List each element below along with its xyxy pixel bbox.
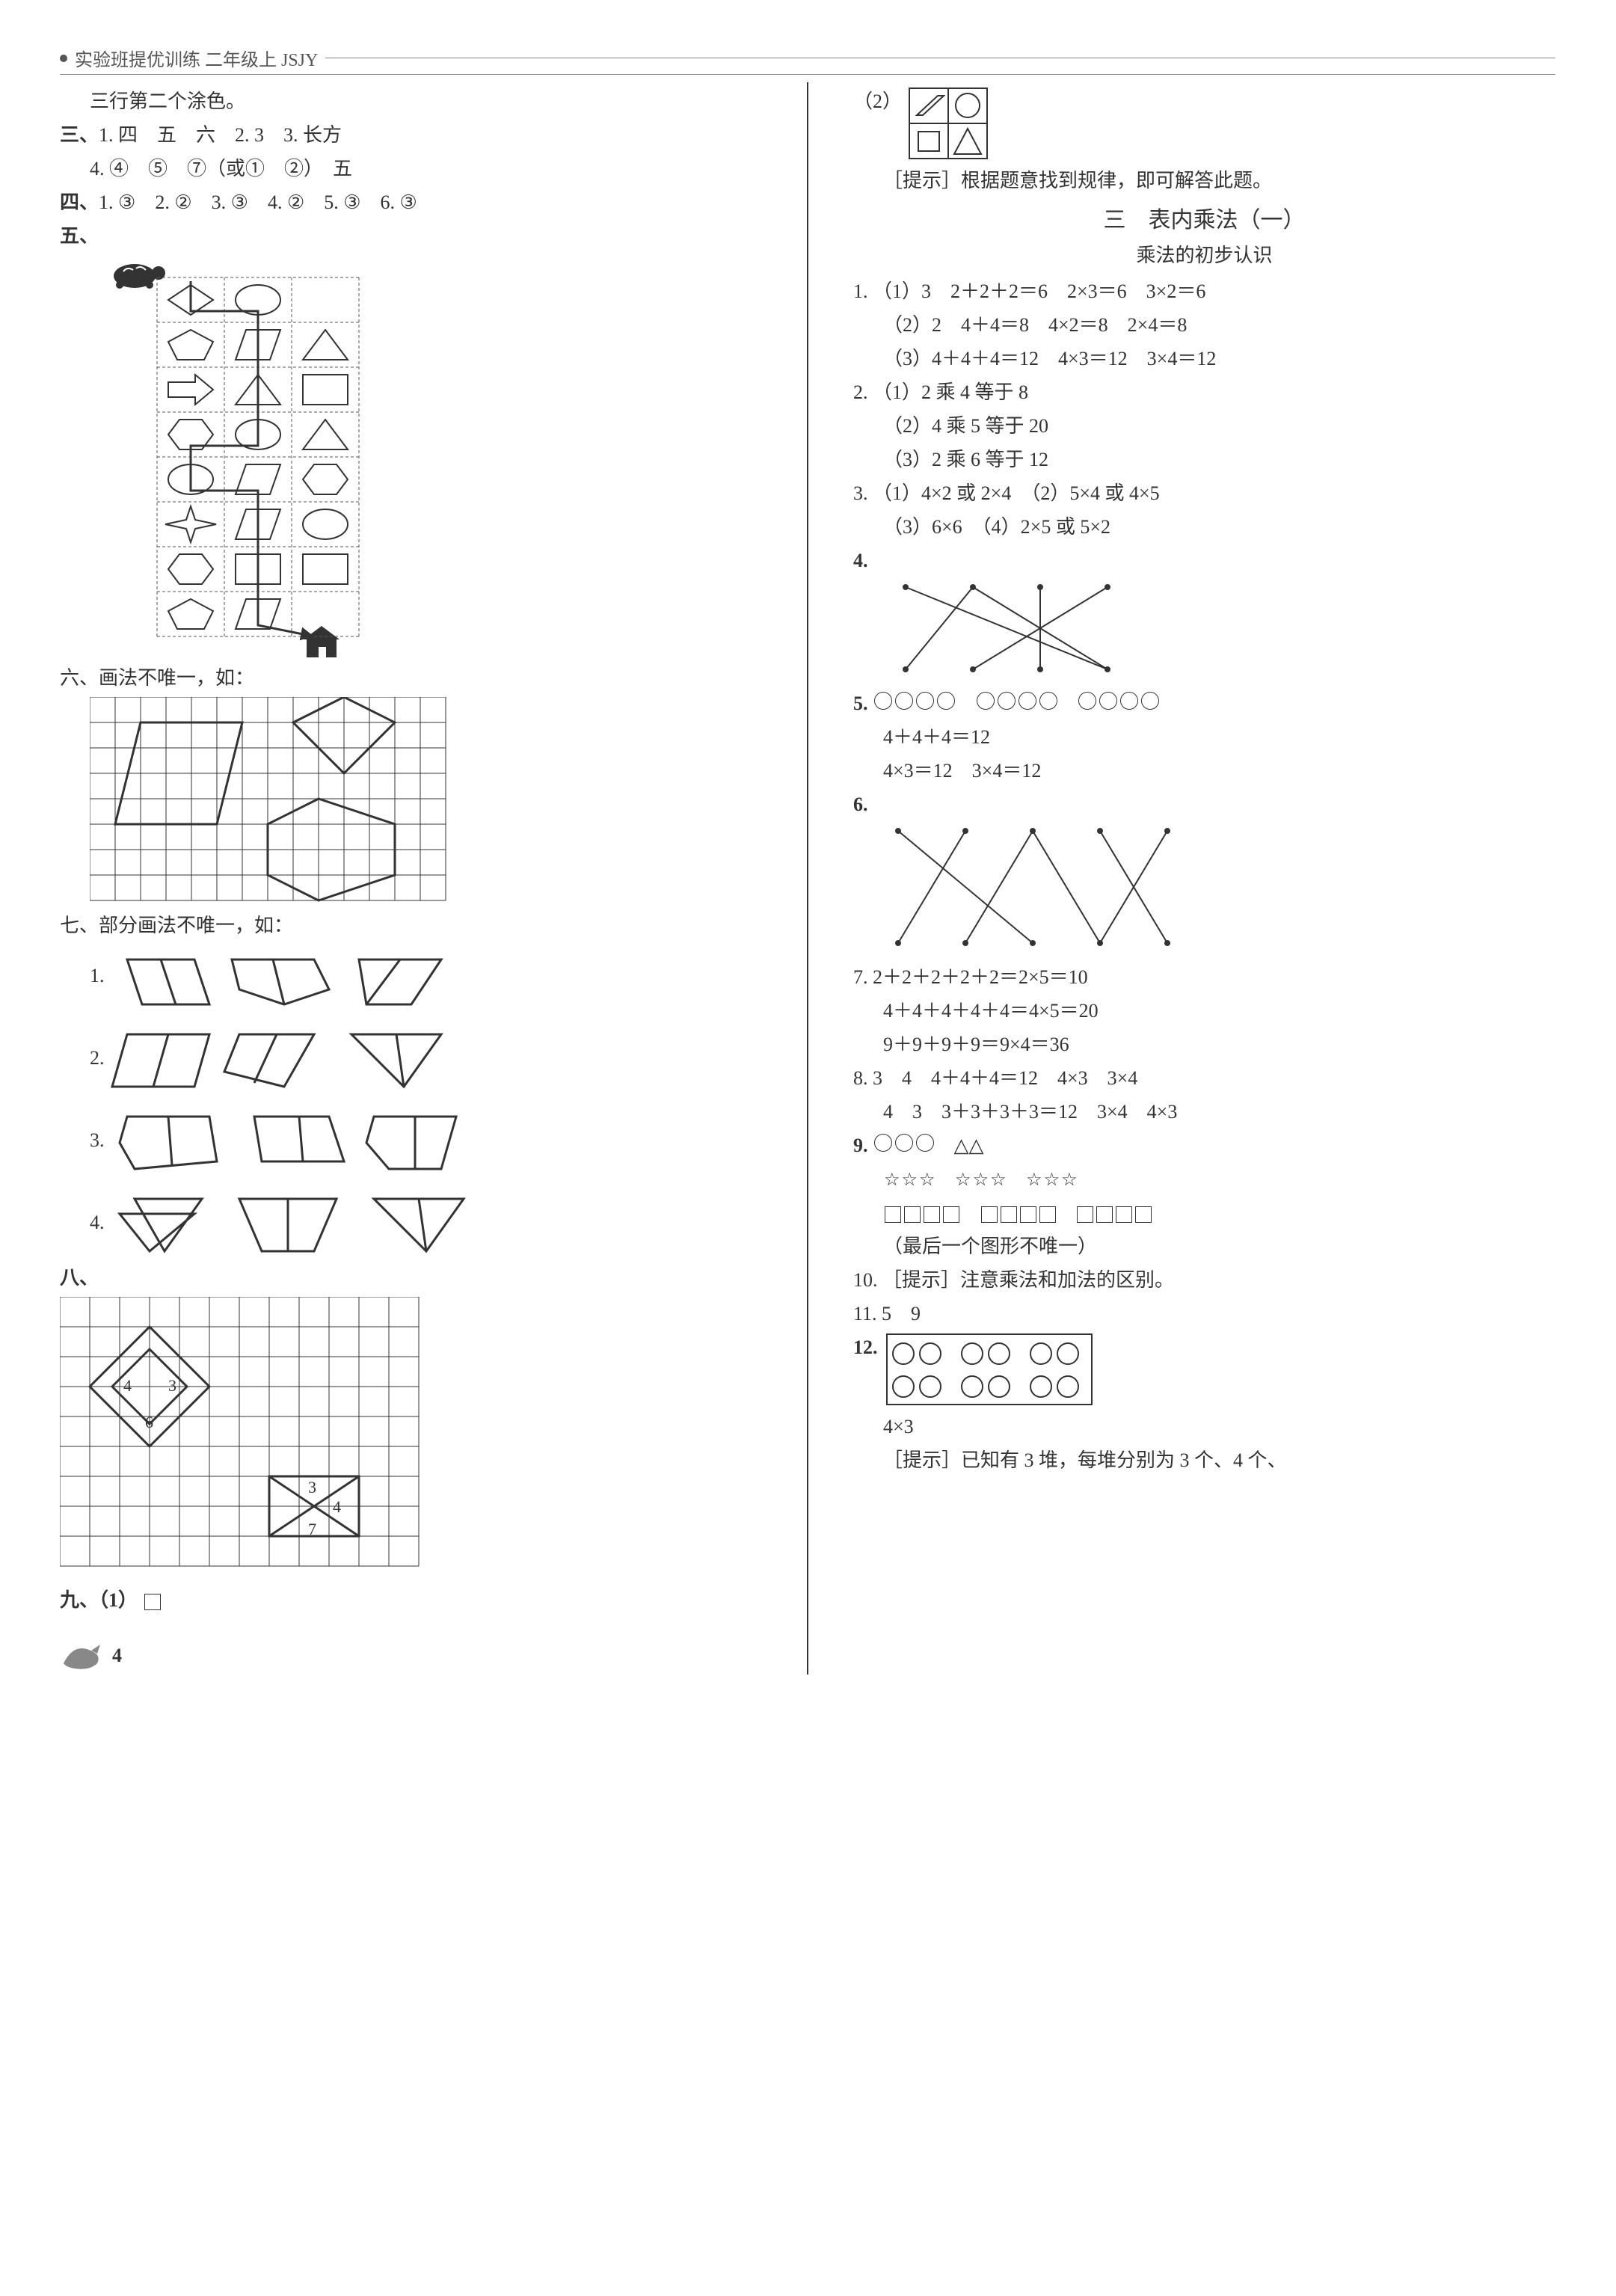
text: （3）4＋4＋4＝12 4×3＝12 3×4＝12 xyxy=(853,344,1555,373)
text: 1. ③ 2. ② 3. ③ 4. ② 5. ③ 6. ③ xyxy=(99,191,417,213)
text: 11. 5 9 xyxy=(853,1299,1555,1328)
text: （3）6×6 （4）2×5 或 5×2 xyxy=(853,512,1555,541)
page-number: 4 xyxy=(112,1645,122,1667)
bullet-icon xyxy=(60,55,67,62)
section-jiu: 九、（1） xyxy=(60,1589,138,1611)
text: 4＋4＋4＋4＋4＝4×5＝20 xyxy=(853,996,1555,1025)
dolphin-icon xyxy=(60,1637,105,1675)
text: 8. 3 4 4＋4＋4＝12 4×3 3×4 xyxy=(853,1063,1555,1093)
text: （最后一个图形不唯一） xyxy=(853,1232,1555,1261)
svg-text:2.: 2. xyxy=(90,1047,105,1069)
svg-text:1.: 1. xyxy=(90,965,105,986)
figure-2x2-shapes xyxy=(908,87,990,162)
figure-six-grid xyxy=(60,697,762,906)
svg-text:7: 7 xyxy=(308,1520,316,1538)
page-header: 实验班提优训练 二年级上 JSJY xyxy=(75,45,318,71)
label-9: 9. xyxy=(853,1135,868,1156)
text: 10. ［提示］注意乘法和加法的区别。 xyxy=(853,1265,1555,1295)
circle-group xyxy=(975,689,1059,718)
hint-text: ［提示］根据题意找到规律，即可解答此题。 xyxy=(853,166,1555,195)
figure-seven-shapes: 1. 2. 3. 4. xyxy=(60,945,762,1259)
text: 4×3 xyxy=(853,1412,1555,1441)
label-5: 5. xyxy=(853,693,868,714)
text: 9＋9＋9＋9＝9×4＝36 xyxy=(853,1030,1555,1059)
square-row xyxy=(853,1198,1555,1227)
text: （2）4 乘 5 等于 20 xyxy=(853,411,1555,441)
figure-12-circles xyxy=(885,1333,1095,1408)
text: 2. （1）2 乘 4 等于 8 xyxy=(853,378,1555,407)
section-liu: 六、画法不唯一，如： xyxy=(60,663,762,693)
text: 4＋4＋4＝12 xyxy=(853,722,1555,752)
figure-6-matching xyxy=(853,823,1555,958)
svg-text:3: 3 xyxy=(308,1478,316,1497)
column-divider xyxy=(807,82,808,1675)
figure-eight-grid: 43 6 34 7 xyxy=(60,1297,762,1581)
circle-group xyxy=(873,689,956,718)
text: 4. ④ ⑤ ⑦（或① ②） 五 xyxy=(60,154,762,183)
text: 1. （1）3 2＋2＋2＝6 2×3＝6 3×2＝6 xyxy=(853,277,1555,306)
square-icon xyxy=(144,1594,161,1610)
text-line: 三行第二个涂色。 xyxy=(60,87,762,116)
section-qi: 七、部分画法不唯一，如： xyxy=(60,911,762,940)
figure-five-maze xyxy=(60,255,762,659)
text: 1. 四 五 六 2. 3 3. 长方 xyxy=(99,124,342,146)
label-2: （2） xyxy=(853,87,902,116)
section-ba: 八、 xyxy=(60,1267,99,1289)
left-column: 三行第二个涂色。 三、1. 四 五 六 2. 3 3. 长方 4. ④ ⑤ ⑦（… xyxy=(60,82,762,1675)
svg-text:3.: 3. xyxy=(90,1129,105,1151)
section-san: 三、 xyxy=(60,124,99,146)
label-4: 4. xyxy=(853,550,868,571)
star-row: ☆☆☆ ☆☆☆ ☆☆☆ xyxy=(853,1164,1555,1194)
section-si: 四、 xyxy=(60,191,99,213)
triangle-group: △△ xyxy=(954,1131,984,1160)
text: （3）2 乘 6 等于 12 xyxy=(853,445,1555,474)
text: ［提示］已知有 3 堆，每堆分别为 3 个、4 个、 xyxy=(853,1446,1555,1475)
label-12: 12. xyxy=(853,1333,878,1362)
label-6: 6. xyxy=(853,794,868,815)
circle-group xyxy=(1077,689,1161,718)
right-column: （2） ［提示］根据题意找到规律，即可解答此题。 三 表内乘法（一） 乘法的初步… xyxy=(853,82,1555,1675)
text: （2）2 4＋4＝8 4×2＝8 2×4＝8 xyxy=(853,310,1555,340)
chapter-subtitle: 乘法的初步认识 xyxy=(853,240,1555,268)
text: 7. 2＋2＋2＋2＋2＝2×5＝10 xyxy=(853,963,1555,992)
svg-text:3: 3 xyxy=(168,1376,176,1395)
svg-text:6: 6 xyxy=(145,1413,153,1431)
circle-group xyxy=(873,1131,936,1160)
section-wu: 五、 xyxy=(60,225,99,247)
svg-text:4.: 4. xyxy=(90,1212,105,1233)
svg-text:4: 4 xyxy=(333,1497,341,1516)
figure-4-matching xyxy=(853,580,1555,684)
text: 4×3＝12 3×4＝12 xyxy=(853,756,1555,785)
svg-text:4: 4 xyxy=(123,1376,132,1395)
chapter-title: 三 表内乘法（一） xyxy=(853,201,1555,234)
text: 4 3 3＋3＋3＋3＝12 3×4 4×3 xyxy=(853,1097,1555,1126)
text: 3. （1）4×2 或 2×4 （2）5×4 或 4×5 xyxy=(853,479,1555,508)
